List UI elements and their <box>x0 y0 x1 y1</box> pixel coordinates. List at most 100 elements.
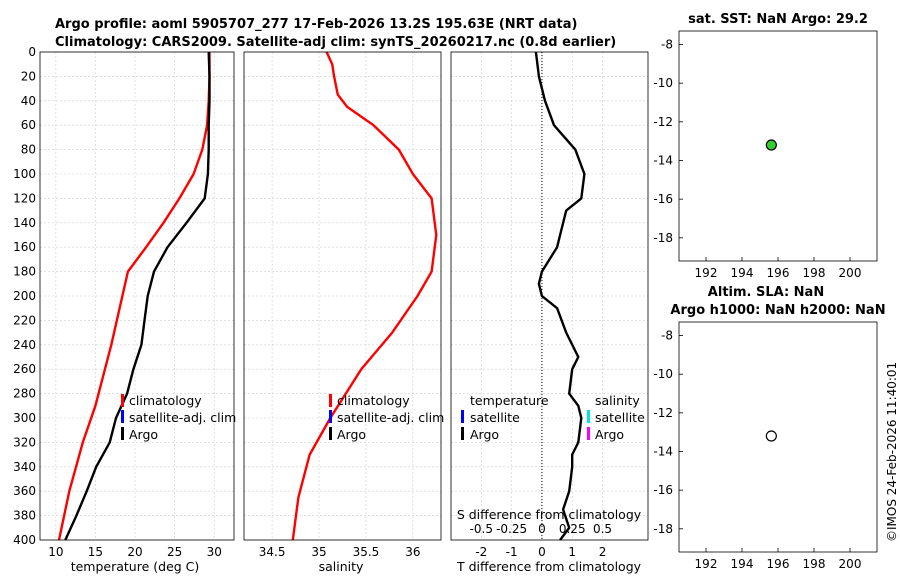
diff-legend-argo: Argo <box>470 427 499 442</box>
y-tick-label: 160 <box>13 240 36 254</box>
map-x-tick-label: 192 <box>695 557 718 571</box>
temperature-xlabel: temperature (deg C) <box>71 559 200 574</box>
map-y-tick-label: -16 <box>653 483 673 497</box>
map-y-tick-label: -12 <box>653 406 673 420</box>
x-tick-label: 35.5 <box>353 545 380 559</box>
diff-legend-satellite: satellite <box>470 410 520 425</box>
sal-legend-argo-swatch <box>329 427 332 440</box>
y-tick-label: 120 <box>13 191 36 205</box>
sla-map-title-line2: Argo h1000: NaN h2000: NaN <box>670 303 885 318</box>
top-x-tick-label: -0.25 <box>496 522 527 536</box>
salinity-panel: 34.5 35 35.5 36 <box>243 51 442 559</box>
sal-legend-satellite: satellite-adj. clim <box>337 410 444 425</box>
temp-legend-climatology-swatch <box>121 394 124 407</box>
map-x-tick-label: 194 <box>731 266 754 280</box>
x-tick-label: 25 <box>167 545 182 559</box>
series-line-climatology <box>291 51 438 541</box>
y-tick-label: 180 <box>13 265 36 279</box>
sal-legend-climatology: climatology <box>337 393 410 408</box>
map-y-tick-label: -8 <box>661 38 673 52</box>
diff-legend-temperature: temperature <box>470 393 549 408</box>
top-x-tick-label: 0.5 <box>593 522 612 536</box>
axes-box <box>39 51 235 541</box>
axes-box <box>450 51 649 541</box>
x-tick-label: 20 <box>127 545 142 559</box>
y-tick-label: 300 <box>13 411 36 425</box>
x-tick-label: 30 <box>207 545 222 559</box>
y-tick-label: 40 <box>21 94 36 108</box>
salinity-xlabel: salinity <box>319 559 364 574</box>
map-x-tick-label: 196 <box>767 266 790 280</box>
figure-title-line2: Climatology: CARS2009. Satellite-adj cli… <box>55 35 616 50</box>
y-tick-label: 380 <box>13 509 36 523</box>
map-y-tick-label: -14 <box>653 444 673 458</box>
temp-legend-argo: Argo <box>129 427 158 442</box>
temp-legend-climatology: climatology <box>129 393 202 408</box>
map-x-tick-label: 198 <box>803 266 826 280</box>
x-tick-label: 2 <box>599 545 607 559</box>
y-tick-label: 260 <box>13 362 36 376</box>
temp-legend-satellite-swatch <box>121 410 124 423</box>
y-tick-label: 80 <box>21 143 36 157</box>
diff-legend-sal-satellite-swatch <box>587 410 590 423</box>
x-tick-label: 35 <box>311 545 326 559</box>
sal-legend-argo: Argo <box>337 427 366 442</box>
map-x-tick-label: 200 <box>839 557 862 571</box>
diff-legend-sal-argo-swatch <box>587 427 590 440</box>
sla-map-title-line1: Altim. SLA: NaN <box>708 285 824 300</box>
x-tick-label: 0 <box>538 545 546 559</box>
sla-location-marker <box>765 430 777 442</box>
sst-location-marker <box>765 139 777 151</box>
x-tick-label: 34.5 <box>259 545 286 559</box>
map-y-tick-label: -12 <box>653 115 673 129</box>
map-y-tick-label: -10 <box>653 367 673 381</box>
x-tick-label: 10 <box>48 545 63 559</box>
y-tick-label: 60 <box>21 118 36 132</box>
diff-legend-salinity: salinity <box>595 393 640 408</box>
map-axes-box <box>678 30 878 262</box>
imos-watermark: ©IMOS 24-Feb-2026 11:40:01 <box>885 362 899 542</box>
diff-legend-satellite-swatch <box>461 410 464 423</box>
y-tick-label: 100 <box>13 167 36 181</box>
diff-legend-sal-satellite: satellite <box>595 410 645 425</box>
axes-box <box>243 51 442 541</box>
y-tick-label: 220 <box>13 313 36 327</box>
top-x-tick-label: 0.25 <box>559 522 586 536</box>
sst-map-panel: -8 -10 -12 -14 -16 -18 192 194 196 198 200 <box>653 30 878 280</box>
figure-title-line1: Argo profile: aoml 5905707_277 17-Feb-20… <box>55 17 577 32</box>
sla-map-panel: -8 -10 -12 -14 -16 -18 192 194 196 198 200 <box>653 321 878 571</box>
y-tick-label: 20 <box>21 69 36 83</box>
x-tick-label: 1 <box>568 545 576 559</box>
temperature-panel: 0 20 40 60 80 100 120 140 160 180 200 220 240 260 280 3… <box>13 45 235 559</box>
sal-legend-satellite-swatch <box>329 410 332 423</box>
map-x-tick-label: 200 <box>839 266 862 280</box>
y-tick-label: 280 <box>13 387 36 401</box>
x-tick-label: 15 <box>88 545 103 559</box>
map-y-tick-label: -16 <box>653 192 673 206</box>
diff-legend-sal-argo: Argo <box>595 427 624 442</box>
temp-legend-satellite: satellite-adj. clim <box>129 410 236 425</box>
map-y-tick-label: -8 <box>661 329 673 343</box>
diff-legend-argo-swatch <box>461 427 464 440</box>
map-y-tick-label: -18 <box>653 522 673 536</box>
difference-top-xlabel: S difference from climatology <box>457 507 642 522</box>
top-x-tick-label: -0.5 <box>470 522 493 536</box>
temp-legend-argo-swatch <box>121 427 124 440</box>
y-tick-label: 400 <box>13 533 36 547</box>
map-y-tick-label: -14 <box>653 153 673 167</box>
sal-legend-climatology-swatch <box>329 394 332 407</box>
y-tick-label: 0 <box>28 45 36 59</box>
sst-map-title: sat. SST: NaN Argo: 29.2 <box>688 12 868 27</box>
map-y-tick-label: -10 <box>653 76 673 90</box>
map-x-tick-label: 196 <box>767 557 790 571</box>
difference-xlabel: T difference from climatology <box>456 559 642 574</box>
series-line-argo <box>64 51 211 541</box>
y-tick-label: 200 <box>13 289 36 303</box>
map-y-tick-label: -18 <box>653 231 673 245</box>
x-tick-label: -2 <box>475 545 487 559</box>
x-tick-label: 36 <box>405 545 420 559</box>
map-x-tick-label: 194 <box>731 557 754 571</box>
x-tick-label: -1 <box>506 545 518 559</box>
map-axes-box <box>678 321 878 553</box>
